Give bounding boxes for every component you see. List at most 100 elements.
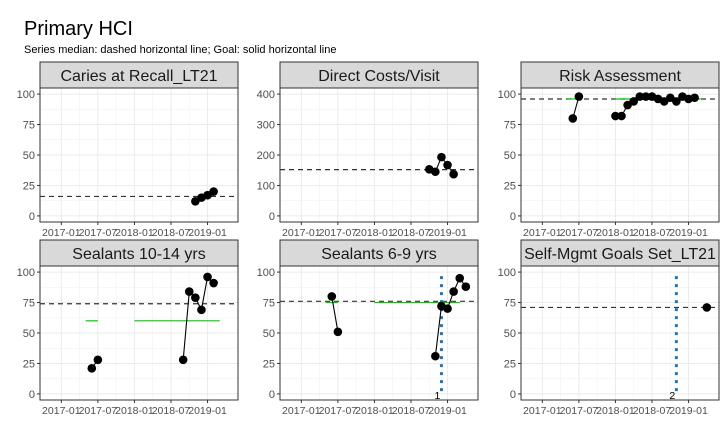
facet-title: Caries at Recall_LT21 [60,68,217,85]
chart-title: Primary HCI [24,18,133,40]
y-tick-label: 75 [23,298,35,310]
facet-panel: Sealants 10-14 yrs 0 25 50 75 100 2017-012017-… [17,239,239,417]
facet-strip [520,61,720,89]
y-tick-label: 25 [23,358,35,370]
y-tick-label: 100 [257,267,275,279]
x-tick-label: 2018-01 [115,227,154,239]
data-point [449,287,458,296]
data-point [93,355,103,365]
data-point [203,272,212,282]
x-tick-label: 2018-01 [596,405,635,417]
y-tick-label: 400 [257,89,275,101]
x-tick-label: 2017-01 [523,405,562,417]
facet-strip [279,239,479,267]
facet-title: Sealants 6-9 yrs [321,246,437,263]
x-tick-label: 2017-07 [319,227,358,239]
series-line [331,296,339,332]
y-tick-label: 100 [498,267,516,279]
data-point [617,111,626,121]
facet-panel: Sealants 6-9 yrs 0 25 50 75 100 2017-012017-07… [257,239,479,417]
data-point [611,111,620,121]
y-tick-label: 75 [504,120,516,132]
data-point [431,167,440,177]
panel-border [520,87,720,223]
y-tick-label: 50 [504,150,516,162]
panel-border [279,87,479,223]
y-tick-label: 0 [29,389,35,401]
x-tick-label: 2017-01 [42,227,81,239]
facet-strip [39,61,239,89]
facet-panel: Caries at Recall_LT2102550751002017-0120… [17,61,239,239]
facet-strip [520,239,720,267]
y-tick-label: 75 [23,120,35,132]
x-tick-label: 2019-01 [428,405,467,417]
data-point [333,327,343,337]
x-tick-label: 2017-01 [282,227,321,239]
data-point [209,278,218,288]
data-point [635,92,645,101]
facet-panel: Risk Assessment02550751002017-012017-072… [498,61,720,239]
y-tick-label: 50 [504,328,516,340]
x-tick-label: 2018-07 [633,405,672,417]
y-tick-label: 0 [510,389,516,401]
data-point [191,293,200,302]
y-tick-label: 25 [504,180,516,192]
annotation-label: 2 [669,390,675,402]
x-tick-label: 2019-01 [669,405,708,417]
x-tick-label: 2019-01 [188,227,227,239]
y-tick-label: 50 [23,328,35,340]
annotation-label: 1 [435,390,441,402]
x-tick-label: 2017-07 [79,405,118,417]
y-tick-label: 0 [269,389,275,401]
data-point [574,92,584,101]
y-tick-label: 0 [29,211,35,223]
y-tick-label: 100 [498,89,516,101]
data-point [455,273,465,283]
data-point [449,169,458,179]
data-point [690,93,699,103]
x-tick-label: 2017-07 [319,405,358,417]
data-point [209,187,218,196]
data-point [197,305,206,315]
x-tick-label: 2017-01 [42,405,81,417]
facet-panel: Self-Mgmt Goals Set_LT21 0 25 50 75 100 2017-0… [498,239,720,417]
x-tick-label: 2018-01 [596,227,635,239]
facet-panel: Direct Costs/Visit01002003004002017-0120… [257,61,479,239]
x-tick-label: 2019-01 [669,227,708,239]
y-tick-label: 200 [257,150,275,162]
y-tick-label: 75 [263,298,275,310]
y-tick-label: 300 [257,120,275,132]
x-tick-label: 2018-01 [355,227,394,239]
x-tick-label: 2018-07 [633,227,672,239]
panel-border [279,265,479,401]
facet-title: Sealants 10-14 yrs [72,246,205,263]
data-point [641,92,651,101]
data-point [461,282,471,292]
panel-border [39,265,239,401]
chart-subtitle: Series median: dashed horizontal line; G… [24,44,337,56]
x-tick-label: 2018-07 [392,405,431,417]
data-point [184,287,194,296]
x-tick-label: 2018-07 [152,227,191,239]
x-tick-label: 2017-07 [560,227,599,239]
y-tick-label: 25 [23,180,35,192]
data-point [437,152,446,162]
data-point [443,160,452,170]
x-tick-label: 2018-07 [152,405,191,417]
facet-title: Self-Mgmt Goals Set_LT21 [524,246,716,263]
data-point [443,304,452,313]
data-point [87,364,97,373]
x-tick-label: 2017-01 [523,227,562,239]
panel-border [39,87,239,223]
facet-strip [39,239,239,267]
panel-border [520,265,720,401]
x-tick-label: 2018-07 [392,227,431,239]
x-tick-label: 2017-07 [560,405,599,417]
y-tick-label: 75 [504,298,516,310]
y-tick-label: 0 [269,211,275,223]
y-tick-label: 100 [257,180,275,192]
x-tick-label: 2017-07 [79,227,118,239]
data-point [327,292,337,301]
x-tick-label: 2018-01 [115,405,154,417]
